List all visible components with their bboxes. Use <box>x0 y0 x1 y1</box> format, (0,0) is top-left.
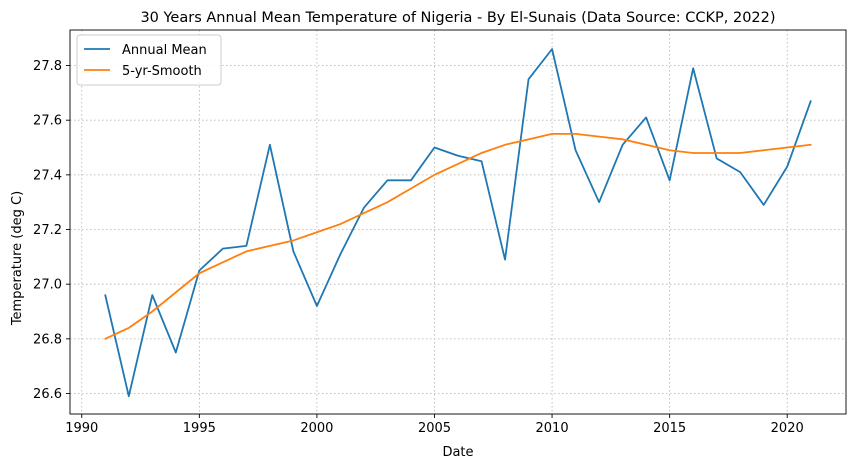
x-axis-label: Date <box>442 445 473 460</box>
y-axis-label: Temperature (deg C) <box>10 191 25 326</box>
y-tick-label: 26.6 <box>33 387 62 402</box>
x-tick-label: 2020 <box>771 421 804 436</box>
grid-lines <box>70 30 846 414</box>
x-tick-label: 2015 <box>653 421 686 436</box>
y-tick-label: 27.2 <box>33 223 62 238</box>
x-tick-label: 1995 <box>183 421 216 436</box>
series-line-annual-mean <box>104 48 812 398</box>
y-tick-label: 27.0 <box>33 278 62 293</box>
y-tick-label: 27.8 <box>33 59 62 74</box>
x-tick-label: 2005 <box>418 421 451 436</box>
axis-ticks: 1990 1995 2000 2005 2010 2015 2020 26.6 26.8 27.0… <box>33 59 804 436</box>
legend: Annual Mean 5-yr-Smooth <box>76 34 222 86</box>
x-tick-label: 2000 <box>300 421 333 436</box>
plot-frame <box>69 29 847 415</box>
legend-box <box>76 34 222 86</box>
series-line-5-yr-smooth <box>104 132 812 340</box>
x-tick-label: 2010 <box>536 421 569 436</box>
y-tick-label: 27.4 <box>33 168 62 183</box>
series-lines <box>104 48 812 398</box>
y-tick-label: 27.6 <box>33 114 62 129</box>
x-tick-label: 1990 <box>65 421 98 436</box>
y-tick-label: 26.8 <box>33 332 62 347</box>
legend-label-annual-mean: Annual Mean <box>122 43 207 58</box>
chart-title: 30 Years Annual Mean Temperature of Nige… <box>140 10 775 26</box>
legend-label-5yr-smooth: 5-yr-Smooth <box>122 64 202 79</box>
